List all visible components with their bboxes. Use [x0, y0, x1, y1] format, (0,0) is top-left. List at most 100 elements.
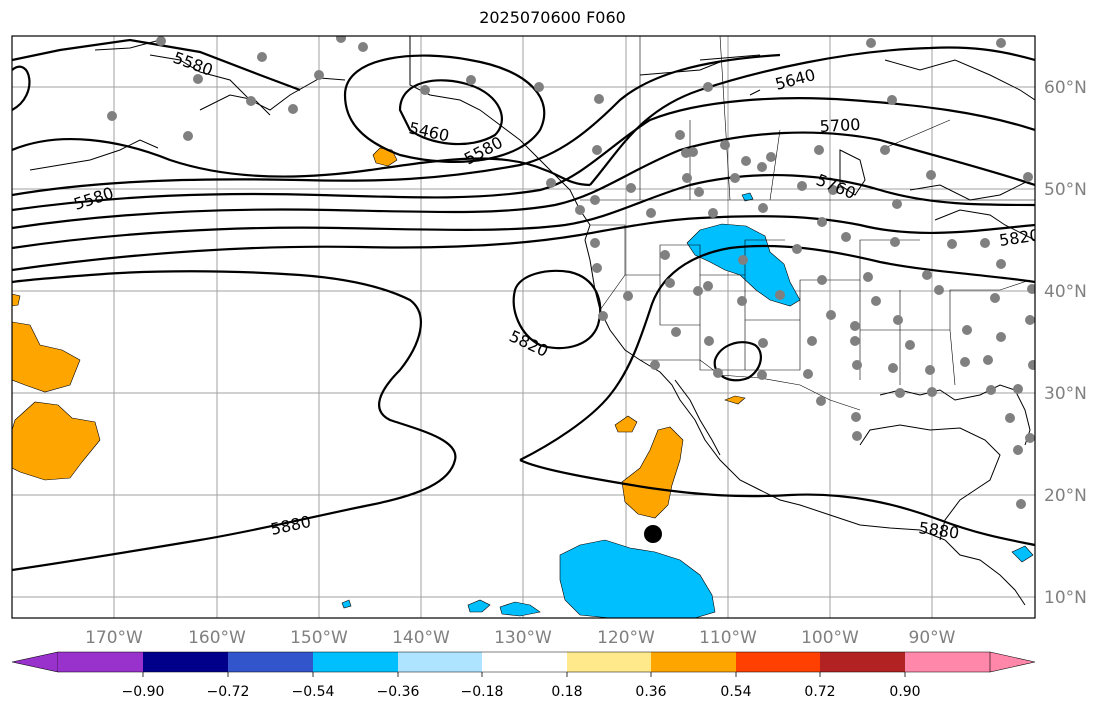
station-dot	[814, 145, 824, 155]
contour-line	[12, 38, 301, 92]
station-dot	[892, 199, 902, 209]
lon-label: 100°W	[801, 628, 859, 648]
station-dot	[960, 357, 970, 367]
station-dot	[962, 325, 972, 335]
colorbar-bin	[228, 652, 313, 672]
station-dot	[980, 238, 990, 248]
lon-label: 110°W	[699, 628, 757, 648]
contour-line	[519, 459, 1035, 547]
station-dot	[738, 255, 748, 265]
station-dot	[925, 365, 935, 375]
contour-line	[512, 269, 602, 350]
lon-label: 150°W	[290, 628, 348, 648]
map-title: 2025070600 F060	[479, 8, 626, 27]
contour-line	[12, 270, 457, 572]
contour-line	[713, 341, 762, 382]
station-dot	[183, 131, 193, 141]
station-dot	[466, 75, 476, 85]
station-dot	[708, 208, 718, 218]
station-dot	[758, 203, 768, 213]
station-dot	[193, 74, 203, 84]
colorbar-tick-label: −0.36	[377, 684, 420, 700]
station-dot	[983, 355, 993, 365]
map-border	[11, 35, 1036, 619]
station-dot	[713, 368, 723, 378]
station-dot	[546, 178, 556, 188]
height-contours	[12, 38, 1035, 572]
station-dot	[775, 290, 785, 300]
station-dot	[758, 338, 768, 348]
station-dot	[660, 250, 670, 260]
station-dot	[288, 104, 298, 114]
station-dot	[688, 147, 698, 157]
contour-line	[12, 215, 1035, 272]
station-dot	[807, 336, 817, 346]
station-dot	[895, 388, 905, 398]
contour-label: 5820	[998, 225, 1041, 249]
station-dot	[871, 296, 881, 306]
lat-label: 50°N	[1044, 180, 1087, 200]
station-dot	[534, 82, 544, 92]
colorbar-bin	[398, 652, 482, 672]
station-dot	[757, 370, 767, 380]
station-dot	[592, 145, 602, 155]
anomaly-positive-area	[724, 395, 746, 405]
colorbar-bin	[567, 652, 651, 672]
contour-line	[343, 54, 546, 163]
lon-label: 170°W	[85, 628, 143, 648]
station-dot	[694, 187, 704, 197]
station-dot	[797, 181, 807, 191]
station-dot	[1005, 413, 1015, 423]
station-dot	[851, 412, 861, 422]
contour-line	[519, 244, 1035, 461]
station-dot	[665, 278, 675, 288]
station-dot	[623, 291, 633, 301]
station-dot	[947, 239, 957, 249]
station-dot	[358, 42, 368, 52]
colorbar-tick-label: 0.18	[551, 684, 582, 700]
colorbar-bin	[820, 652, 905, 672]
lat-label: 30°N	[1044, 384, 1087, 404]
station-dot	[1025, 433, 1035, 443]
station-dot	[850, 321, 860, 331]
station-dot	[887, 95, 897, 105]
station-dot	[703, 281, 713, 291]
station-dot	[852, 431, 862, 441]
station-dot	[737, 296, 747, 306]
anomaly-negative-area	[499, 601, 541, 617]
colorbar: −0.90 −0.72 −0.54 −0.36 −0.18 0.18 0.36 …	[11, 651, 1036, 700]
station-dot	[803, 369, 813, 379]
station-dot	[575, 205, 585, 215]
colorbar-high-extend	[989, 651, 1036, 673]
station-dot	[1013, 384, 1023, 394]
station-dot	[420, 85, 430, 95]
station-dot	[671, 327, 681, 337]
lat-label: 20°N	[1044, 486, 1087, 506]
station-dot	[826, 310, 836, 320]
station-dot	[336, 36, 346, 43]
station-dot	[1016, 499, 1026, 509]
station-dot	[156, 36, 166, 46]
station-points	[107, 36, 1035, 509]
lon-label: 120°W	[597, 628, 655, 648]
anomaly-positive-area	[614, 415, 638, 433]
colorbar-bin	[58, 652, 143, 672]
station-dot	[852, 360, 862, 370]
station-dot	[1027, 284, 1035, 294]
contour-line	[12, 65, 31, 111]
station-dot	[841, 232, 851, 242]
station-dot	[730, 173, 740, 183]
station-dot	[107, 111, 117, 121]
graticule	[12, 36, 1035, 618]
colorbar-tick-label: −0.90	[122, 684, 165, 700]
colorbar-tick-label: 0.54	[720, 684, 751, 700]
station-dot	[646, 208, 656, 218]
station-dot	[996, 259, 1006, 269]
station-dot	[1023, 172, 1033, 182]
station-dot	[693, 286, 703, 296]
station-dot	[590, 195, 600, 205]
anomaly-negative-area	[559, 539, 716, 618]
station-dot	[650, 360, 660, 370]
contour-line	[12, 53, 781, 197]
contour-line	[398, 79, 503, 146]
